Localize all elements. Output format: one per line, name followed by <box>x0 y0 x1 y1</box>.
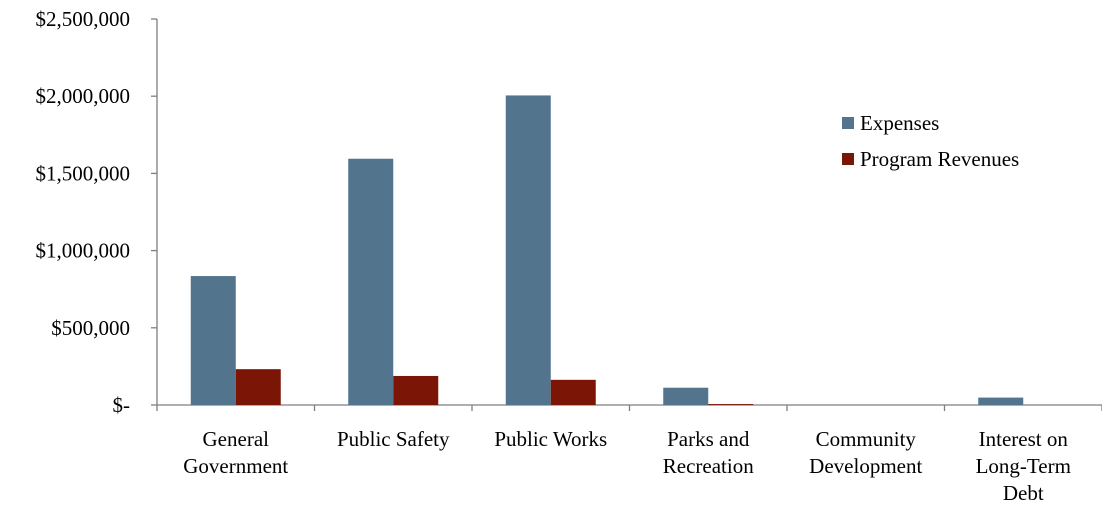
x-category-label-line: Parks and <box>667 427 750 451</box>
legend-label: Expenses <box>860 111 939 135</box>
legend-item: Expenses <box>842 111 939 135</box>
y-tick-label: $1,000,000 <box>36 239 131 263</box>
y-tick-label: $2,500,000 <box>36 7 131 31</box>
y-tick-label: $2,000,000 <box>36 84 131 108</box>
bar-expenses <box>348 158 394 405</box>
legend: Expenses Program Revenues <box>842 111 1019 171</box>
bar-program-revenues <box>550 379 596 405</box>
x-category-label: Interest on Long-Term Debt <box>976 427 1071 505</box>
x-category-label-line: Public Works <box>494 427 607 451</box>
x-category-label: General Government <box>183 427 288 478</box>
y-tick-label: $500,000 <box>51 316 130 340</box>
x-category-label-line: Development <box>809 454 922 478</box>
bar-expenses <box>505 95 551 405</box>
x-category-label: Public Works <box>494 427 607 451</box>
x-category-label-line: Government <box>183 454 288 478</box>
category-group <box>978 397 1024 405</box>
x-category-label-line: General <box>203 427 270 451</box>
bar-program-revenues <box>708 404 754 405</box>
bar-expenses <box>190 276 236 405</box>
x-axis: General Government Public Safety Public Wor… <box>156 404 1102 505</box>
y-axis: $- $500,000 $1,000,000 $1,500,000 $2,000,000… <box>36 7 158 417</box>
x-category-label: Public Safety <box>337 427 450 451</box>
legend-item: Program Revenues <box>842 147 1019 171</box>
bar-program-revenues <box>393 375 439 405</box>
bar-expenses <box>663 387 709 405</box>
x-category-label-line: Debt <box>1003 481 1044 505</box>
x-category-label: Parks and Recreation <box>663 427 754 478</box>
x-category-label-line: Interest on <box>979 427 1069 451</box>
x-category-label: Community Development <box>809 427 922 478</box>
bar-expenses <box>978 397 1024 405</box>
category-group <box>190 276 281 405</box>
category-group <box>348 158 439 405</box>
y-tick-label: $- <box>113 393 131 417</box>
bar-program-revenues <box>235 369 281 405</box>
legend-label: Program Revenues <box>860 147 1019 171</box>
legend-swatch <box>842 153 854 165</box>
bars <box>190 95 1024 405</box>
x-category-label-line: Long-Term <box>976 454 1071 478</box>
category-group <box>505 95 596 405</box>
y-tick-label: $1,500,000 <box>36 161 131 185</box>
x-category-label-line: Public Safety <box>337 427 450 451</box>
legend-swatch <box>842 117 854 129</box>
category-group <box>663 387 754 405</box>
x-category-label-line: Community <box>816 427 917 451</box>
x-category-label-line: Recreation <box>663 454 754 478</box>
